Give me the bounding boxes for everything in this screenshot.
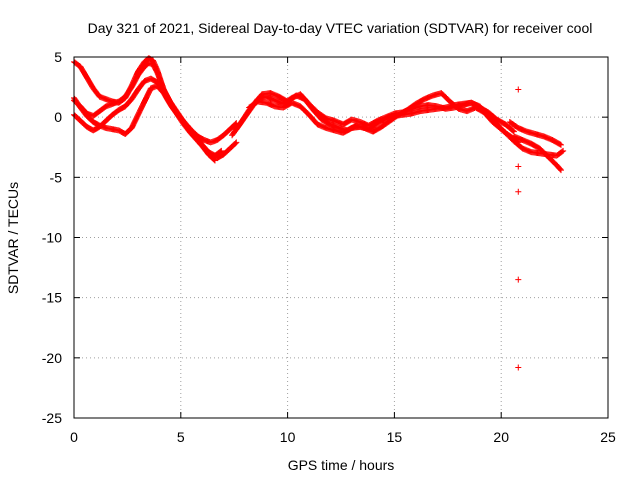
outlier-point: [515, 364, 522, 371]
outlier-point: [515, 86, 522, 93]
data-point: [510, 127, 517, 134]
data-point: [232, 140, 239, 147]
y-tick-label: -10: [42, 230, 62, 246]
series-track-4: [71, 82, 218, 164]
y-tick-label: -25: [42, 410, 62, 426]
series-outliers: [515, 86, 522, 371]
data-point: [218, 147, 225, 154]
y-tick-label: 5: [54, 49, 62, 65]
data-point: [558, 167, 565, 174]
data-point: [211, 156, 218, 163]
series-track-8: [506, 118, 565, 148]
grid-lines: [74, 57, 608, 418]
y-tick-label: -5: [50, 169, 63, 185]
series-track-6: [233, 90, 522, 146]
data-point: [557, 166, 564, 173]
x-tick-label: 10: [280, 429, 296, 445]
series-track-2: [71, 60, 240, 162]
x-tick-label: 0: [70, 429, 78, 445]
y-tick-label: 0: [54, 109, 62, 125]
y-tick-label: -20: [42, 350, 62, 366]
x-tick-label: 5: [177, 429, 185, 445]
y-tick-label: -15: [42, 290, 62, 306]
x-axis-label: GPS time / hours: [288, 457, 395, 473]
data-point: [559, 148, 566, 155]
axis-ticks: 0 5 10 15 20 25 5 0 -5 -10 -15 -20 -25: [42, 49, 616, 445]
data-point: [217, 148, 224, 155]
data-point: [557, 141, 564, 148]
outlier-point: [515, 276, 522, 283]
data-point: [560, 147, 567, 154]
data-point: [211, 157, 218, 164]
x-tick-label: 20: [493, 429, 509, 445]
y-axis-label: SDTVAR / TECUs: [5, 182, 21, 294]
outlier-point: [515, 188, 522, 195]
chart-title: Day 321 of 2021, Sidereal Day-to-day VTE…: [88, 20, 593, 36]
x-tick-label: 25: [600, 429, 616, 445]
data-point: [558, 141, 565, 148]
outlier-point: [515, 163, 522, 170]
data-points: [71, 55, 567, 371]
series-track-10: [511, 133, 565, 174]
x-tick-label: 15: [387, 429, 403, 445]
data-point: [233, 139, 240, 146]
plot-frame: [73, 56, 609, 419]
series-track-7: [246, 98, 518, 142]
